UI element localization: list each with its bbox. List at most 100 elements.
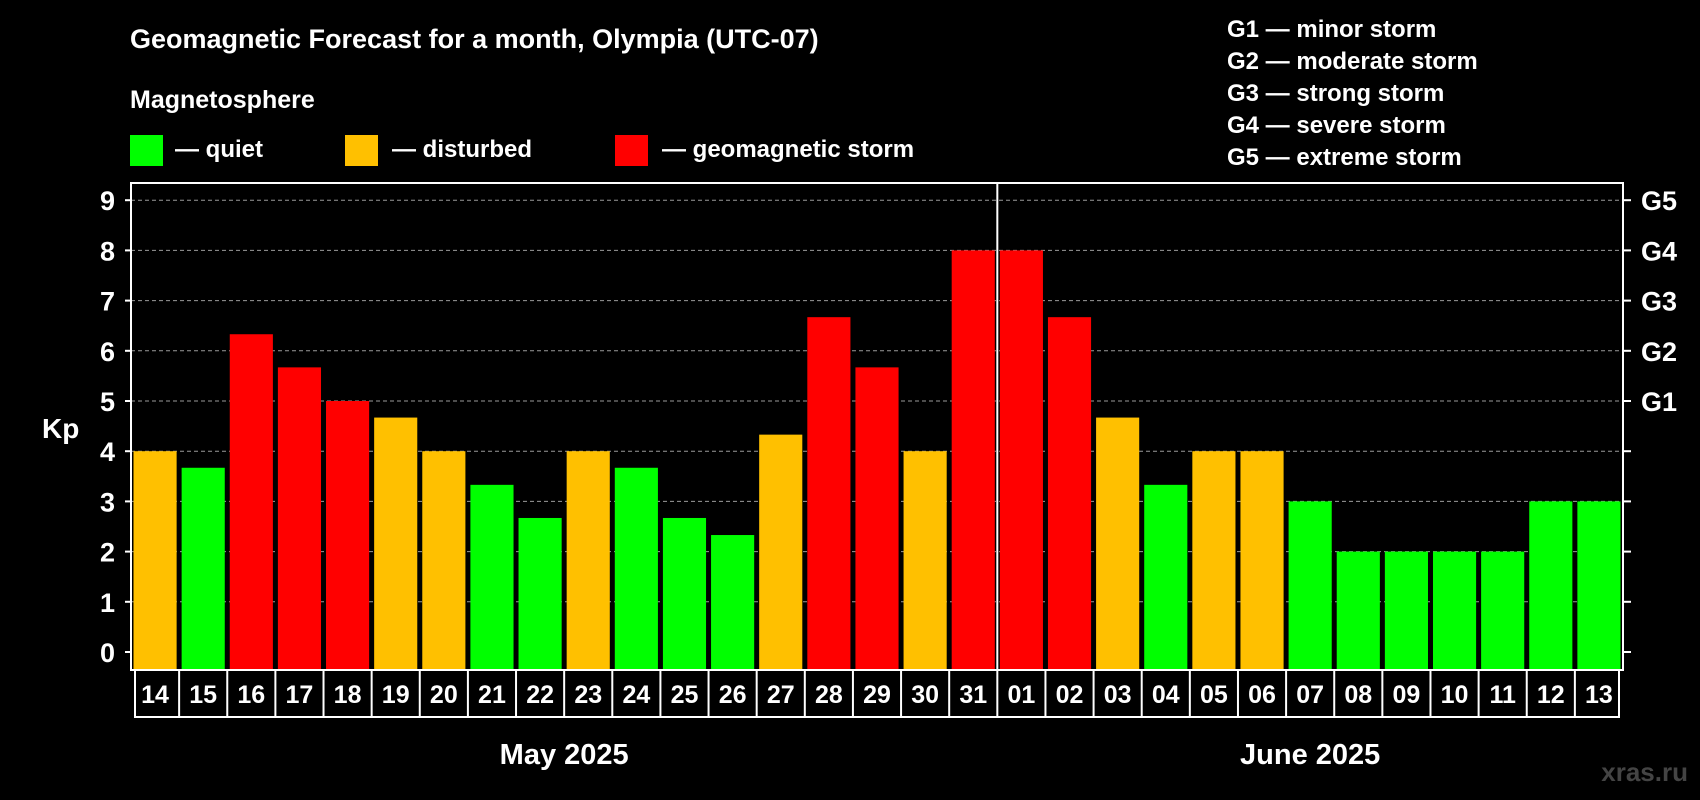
y-tick-label: 2 xyxy=(100,538,115,568)
bar-12 xyxy=(1529,501,1573,670)
x-tick-label-02: 02 xyxy=(1056,681,1084,709)
x-tick-label-07: 07 xyxy=(1296,681,1324,709)
bar-08 xyxy=(1336,551,1380,670)
x-category-frame xyxy=(134,669,1620,718)
x-tick-label-21: 21 xyxy=(478,681,506,709)
storm-scale-list: G1 — minor storm G2 — moderate storm G3 … xyxy=(1227,16,1478,171)
x-tick-label-15: 15 xyxy=(189,681,217,709)
bar-06 xyxy=(1240,451,1284,670)
legend-title: Magnetosphere xyxy=(130,86,315,114)
bar-14 xyxy=(133,451,177,670)
y-axis-label: Kp xyxy=(42,413,79,444)
x-categories: 14 15 16 17 18 19 20 21 22 23 24 25 26 27 28 29 30 31 01 02… xyxy=(134,669,1620,718)
bar-13 xyxy=(1577,501,1621,670)
storm-scale-g1: G1 — minor storm xyxy=(1227,16,1436,43)
x-tick-label-03: 03 xyxy=(1104,681,1132,709)
bar-19 xyxy=(374,417,418,670)
storm-scale-g3: G3 — strong storm xyxy=(1227,80,1444,107)
month-label-1: June 2025 xyxy=(1240,739,1380,771)
x-tick-label-24: 24 xyxy=(622,681,650,709)
x-tick-label-25: 25 xyxy=(671,681,699,709)
bar-02 xyxy=(1047,317,1092,670)
bars xyxy=(133,250,1621,670)
g-tick-label: G2 xyxy=(1641,337,1677,367)
y-tick-label: 4 xyxy=(100,437,115,467)
x-tick-label-10: 10 xyxy=(1441,681,1469,709)
storm-scale-g4: G4 — severe storm xyxy=(1227,112,1446,139)
bar-27 xyxy=(759,434,803,670)
g-tick-label: G5 xyxy=(1641,186,1677,216)
bar-11 xyxy=(1481,551,1525,670)
storm-scale-g5: G5 — extreme storm xyxy=(1227,144,1462,171)
chart-title: Geomagnetic Forecast for a month, Olympi… xyxy=(130,24,819,54)
bar-22 xyxy=(518,517,562,670)
x-tick-label-19: 19 xyxy=(382,681,410,709)
bar-21 xyxy=(470,484,514,670)
x-tick-label-26: 26 xyxy=(719,681,747,709)
x-tick-label-20: 20 xyxy=(430,681,458,709)
x-tick-label-27: 27 xyxy=(767,681,795,709)
legend-label-storm: — geomagnetic storm xyxy=(662,136,914,163)
y-tick-label: 3 xyxy=(100,487,115,517)
legend-swatch-quiet xyxy=(130,135,163,166)
x-tick-label-14: 14 xyxy=(141,681,169,709)
x-tick-label-09: 09 xyxy=(1393,681,1421,709)
x-tick-label-31: 31 xyxy=(959,681,987,709)
x-tick-label-22: 22 xyxy=(526,681,554,709)
x-tick-label-30: 30 xyxy=(911,681,939,709)
y-tick-label: 5 xyxy=(100,387,115,417)
x-tick-label-01: 01 xyxy=(1007,681,1035,709)
y-ticks: 0 1 2 3 4 5 6 7 8 9 xyxy=(100,186,1631,668)
bar-04 xyxy=(1144,484,1188,670)
bar-16 xyxy=(229,334,273,670)
bar-24 xyxy=(614,467,658,670)
x-tick-label-28: 28 xyxy=(815,681,843,709)
bar-23 xyxy=(566,451,610,670)
legend-label-disturbed: — disturbed xyxy=(392,136,532,163)
x-tick-label-11: 11 xyxy=(1489,681,1516,709)
bar-20 xyxy=(422,451,466,670)
bar-25 xyxy=(662,517,707,670)
bar-10 xyxy=(1432,551,1477,670)
watermark: xras.ru xyxy=(1601,757,1688,787)
legend: — quiet — disturbed — geomagnetic storm xyxy=(130,135,914,166)
bar-31 xyxy=(951,250,995,670)
bar-03 xyxy=(1096,417,1140,670)
g-tick-label: G3 xyxy=(1641,287,1677,317)
month-labels: May 2025 June 2025 xyxy=(500,739,1381,771)
storm-scale-g2: G2 — moderate storm xyxy=(1227,48,1478,75)
bar-30 xyxy=(903,451,947,670)
y-tick-label: 0 xyxy=(100,638,115,668)
month-label-0: May 2025 xyxy=(500,739,629,771)
y-tick-label: 1 xyxy=(100,588,115,618)
x-tick-label-05: 05 xyxy=(1200,681,1228,709)
legend-swatch-disturbed xyxy=(345,135,378,166)
y-tick-label: 9 xyxy=(100,186,115,216)
bar-05 xyxy=(1192,451,1236,670)
y-tick-label: 7 xyxy=(100,287,115,317)
legend-label-quiet: — quiet xyxy=(175,136,263,163)
x-tick-label-06: 06 xyxy=(1248,681,1276,709)
bar-07 xyxy=(1288,501,1332,670)
x-tick-label-16: 16 xyxy=(237,681,265,709)
x-tick-label-23: 23 xyxy=(574,681,602,709)
bar-17 xyxy=(277,367,322,670)
g-tick-label: G1 xyxy=(1641,387,1677,417)
y-tick-label: 8 xyxy=(100,236,115,266)
x-tick-label-29: 29 xyxy=(863,681,891,709)
g-scale-ticks: G1 G2 G3 G4 G5 xyxy=(1641,186,1677,417)
g-tick-label: G4 xyxy=(1641,236,1677,266)
bar-01 xyxy=(999,250,1043,670)
bar-29 xyxy=(855,367,899,670)
y-tick-label: 6 xyxy=(100,337,115,367)
bar-18 xyxy=(326,401,370,670)
bar-15 xyxy=(181,467,225,670)
x-tick-label-12: 12 xyxy=(1537,681,1565,709)
x-tick-label-13: 13 xyxy=(1585,681,1613,709)
x-tick-label-18: 18 xyxy=(334,681,362,709)
x-tick-label-08: 08 xyxy=(1344,681,1372,709)
bar-26 xyxy=(711,535,755,670)
legend-swatch-storm xyxy=(615,135,648,166)
bar-09 xyxy=(1384,551,1428,670)
